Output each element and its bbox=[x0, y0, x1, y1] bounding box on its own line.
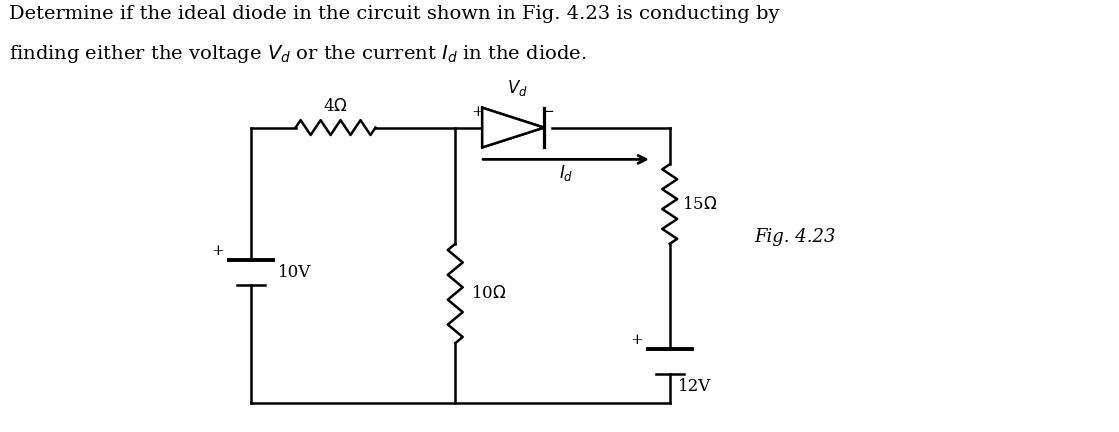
Text: +: + bbox=[630, 333, 642, 347]
Text: 10$\Omega$: 10$\Omega$ bbox=[471, 285, 507, 302]
Text: +: + bbox=[211, 244, 224, 258]
Text: 4$\Omega$: 4$\Omega$ bbox=[323, 98, 348, 114]
Text: finding either the voltage $V_d$ or the current $I_d$ in the diode.: finding either the voltage $V_d$ or the … bbox=[9, 43, 587, 65]
Text: Determine if the ideal diode in the circuit shown in Fig. 4.23 is conducting by: Determine if the ideal diode in the circ… bbox=[9, 5, 780, 23]
Text: 15$\Omega$: 15$\Omega$ bbox=[681, 196, 717, 213]
Text: +: + bbox=[472, 105, 485, 119]
Text: $I_d$: $I_d$ bbox=[558, 163, 573, 183]
Polygon shape bbox=[482, 108, 544, 147]
Text: $V_d$: $V_d$ bbox=[507, 78, 527, 98]
Text: 12V: 12V bbox=[678, 378, 711, 395]
Text: 10V: 10V bbox=[278, 264, 311, 281]
Text: −: − bbox=[542, 105, 554, 119]
Text: Fig. 4.23: Fig. 4.23 bbox=[754, 228, 836, 246]
